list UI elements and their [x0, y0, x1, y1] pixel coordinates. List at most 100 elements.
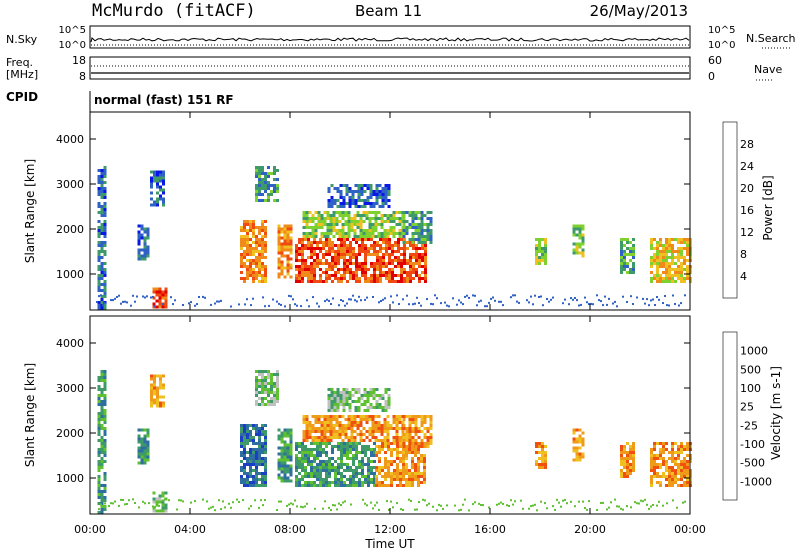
range-gate-cell — [255, 469, 258, 472]
range-gate-cell — [246, 268, 249, 271]
range-gate-cell — [325, 442, 328, 445]
range-gate-cell — [331, 265, 334, 268]
range-gate-cell — [244, 303, 246, 306]
range-gate-cell — [210, 506, 212, 509]
range-gate-cell — [352, 484, 355, 487]
range-gate-cell — [422, 498, 424, 501]
range-gate-cell — [438, 503, 440, 506]
range-gate-cell — [395, 217, 399, 220]
range-gate-cell — [632, 244, 635, 247]
range-gate-cell — [677, 268, 680, 271]
range-gate-cell — [365, 232, 369, 235]
range-gate-cell — [629, 250, 632, 253]
range-gate-cell — [359, 229, 363, 232]
range-gate-cell — [308, 430, 312, 433]
range-gate-cell — [381, 202, 385, 205]
range-gate-cell — [311, 226, 315, 229]
range-gate-cell — [343, 259, 346, 262]
range-gate-cell — [680, 262, 683, 265]
range-gate-cell — [335, 223, 339, 226]
range-gate-cell — [258, 430, 261, 433]
range-gate-cell — [161, 494, 165, 498]
range-gate-cell — [334, 466, 337, 469]
range-gate-cell — [375, 403, 379, 406]
range-gate-cell — [346, 302, 348, 305]
range-gate-cell — [289, 248, 293, 252]
range-gate-cell — [240, 469, 243, 472]
range-gate-cell — [246, 451, 249, 454]
range-gate-cell — [103, 271, 107, 274]
range-gate-cell — [352, 256, 355, 259]
range-gate-cell — [359, 424, 363, 427]
range-gate-cell — [343, 481, 346, 484]
range-gate-cell — [103, 418, 107, 421]
range-gate-cell — [267, 370, 270, 373]
range-gate-cell — [423, 427, 427, 430]
range-gate-cell — [680, 247, 683, 250]
range-gate-cell — [355, 238, 358, 241]
range-gate-cell — [298, 478, 301, 481]
range-gate-cell — [246, 460, 249, 463]
x-tick-label: 12:00 — [374, 523, 406, 536]
range-gate-cell — [402, 463, 405, 466]
range-gate-cell — [326, 223, 330, 226]
range-gate-cell — [420, 472, 423, 475]
range-gate-cell — [329, 424, 333, 427]
range-gate-cell — [514, 500, 516, 503]
range-gate-cell — [313, 250, 316, 253]
range-gate-cell — [283, 464, 287, 468]
range-gate-cell — [662, 504, 664, 507]
range-gate-cell — [261, 274, 264, 277]
range-gate-cell — [372, 397, 376, 400]
range-gate-cell — [387, 184, 391, 187]
range-gate-cell — [558, 501, 560, 504]
range-gate-cell — [286, 458, 290, 462]
range-gate-cell — [632, 256, 635, 259]
range-gate-cell — [374, 235, 378, 238]
range-gate-cell — [421, 244, 424, 247]
range-gate-cell — [325, 268, 328, 271]
range-gate-cell — [623, 466, 626, 469]
range-gate-cell — [350, 217, 354, 220]
range-gate-cell — [402, 466, 405, 469]
range-gate-cell — [405, 232, 409, 235]
range-gate-cell — [382, 238, 385, 241]
range-gate-cell — [103, 307, 107, 310]
range-gate-cell — [383, 427, 387, 430]
range-gate-cell — [334, 475, 337, 478]
range-gate-cell — [668, 241, 671, 244]
range-gate-cell — [308, 217, 312, 220]
range-gate-cell — [363, 403, 367, 406]
range-gate-cell — [283, 236, 287, 240]
range-gate-cell — [674, 238, 677, 241]
range-gate-cell — [382, 271, 385, 274]
range-gate-cell — [276, 391, 279, 394]
range-gate-cell — [347, 415, 351, 418]
range-gate-cell — [388, 238, 391, 241]
range-gate-cell — [682, 501, 684, 504]
range-gate-cell — [680, 448, 683, 451]
range-gate-cell — [665, 256, 668, 259]
range-gate-cell — [325, 454, 328, 457]
range-gate-cell — [218, 499, 220, 502]
range-gate-cell — [362, 418, 366, 421]
nave-tick-lo: 0 — [708, 70, 715, 83]
range-gate-cell — [313, 241, 316, 244]
range-gate-cell — [343, 256, 346, 259]
range-gate-cell — [347, 436, 351, 439]
range-gate-cell — [683, 469, 686, 472]
range-gate-cell — [346, 451, 349, 454]
scatter-region-9 — [402, 211, 433, 244]
range-gate-cell — [411, 451, 414, 454]
range-gate-cell — [283, 470, 287, 474]
range-gate-cell — [656, 442, 659, 445]
range-gate-cell — [604, 295, 606, 298]
range-gate-cell — [396, 475, 399, 478]
range-gate-cell — [623, 262, 626, 265]
range-gate-cell — [298, 445, 301, 448]
range-gate-cell — [301, 253, 304, 256]
range-gate-cell — [418, 262, 421, 265]
range-gate-cell — [381, 475, 384, 478]
